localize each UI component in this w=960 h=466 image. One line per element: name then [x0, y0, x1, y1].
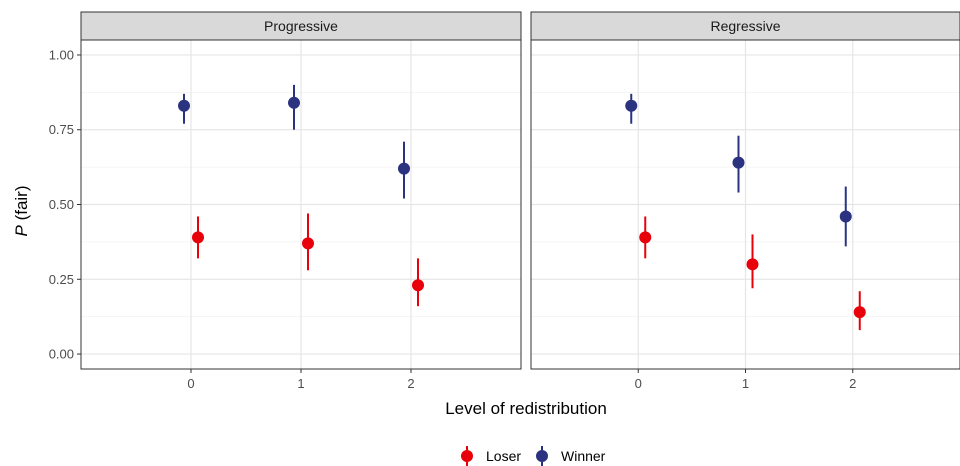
x-axes: 0 1 2 0 1 2	[187, 369, 856, 391]
facet-panels: Progressive Regressive	[80, 11, 960, 370]
legend-label: Winner	[561, 448, 606, 464]
facet-panel-regressive: Regressive	[530, 11, 960, 370]
x-tick-label: 0	[635, 376, 642, 391]
x-tick-label: 2	[407, 376, 414, 391]
point-loser	[412, 279, 424, 292]
legend-key-point	[461, 450, 473, 462]
y-tick-label: 0.50	[49, 197, 74, 212]
facet-strip-label: Regressive	[710, 18, 780, 34]
y-axis-title: P (fair)	[12, 185, 31, 236]
point-winner	[178, 99, 190, 112]
point-winner	[732, 156, 745, 169]
point-winner	[625, 99, 638, 112]
y-tick-label: 0.00	[49, 347, 74, 362]
point-winner	[288, 96, 300, 109]
x-tick-label: 0	[187, 376, 194, 391]
y-tick-label: 0.25	[49, 272, 74, 287]
point-winner	[839, 210, 852, 223]
y-axis: 0.00 0.25 0.50 0.75 1.00	[49, 47, 81, 362]
point-loser	[746, 258, 759, 271]
y-tick-label: 1.00	[49, 47, 74, 62]
legend-label: Loser	[486, 448, 521, 464]
point-loser	[192, 231, 204, 244]
legend-key-point	[536, 450, 548, 462]
point-loser	[302, 237, 314, 250]
facet-panel-progressive: Progressive	[80, 11, 522, 370]
point-loser	[853, 306, 866, 319]
x-axis-title: Level of redistribution	[445, 399, 607, 418]
facet-strip	[80, 11, 522, 41]
y-tick-label: 0.75	[49, 122, 74, 137]
x-tick-label: 1	[742, 376, 749, 391]
legend: Loser Winner	[461, 446, 606, 466]
point-loser	[639, 231, 652, 244]
legend-item-loser: Loser	[461, 446, 521, 466]
legend-item-winner: Winner	[536, 446, 606, 466]
x-tick-label: 2	[849, 376, 856, 391]
point-winner	[398, 162, 410, 175]
x-tick-label: 1	[297, 376, 304, 391]
facet-strip-label: Progressive	[264, 18, 338, 34]
